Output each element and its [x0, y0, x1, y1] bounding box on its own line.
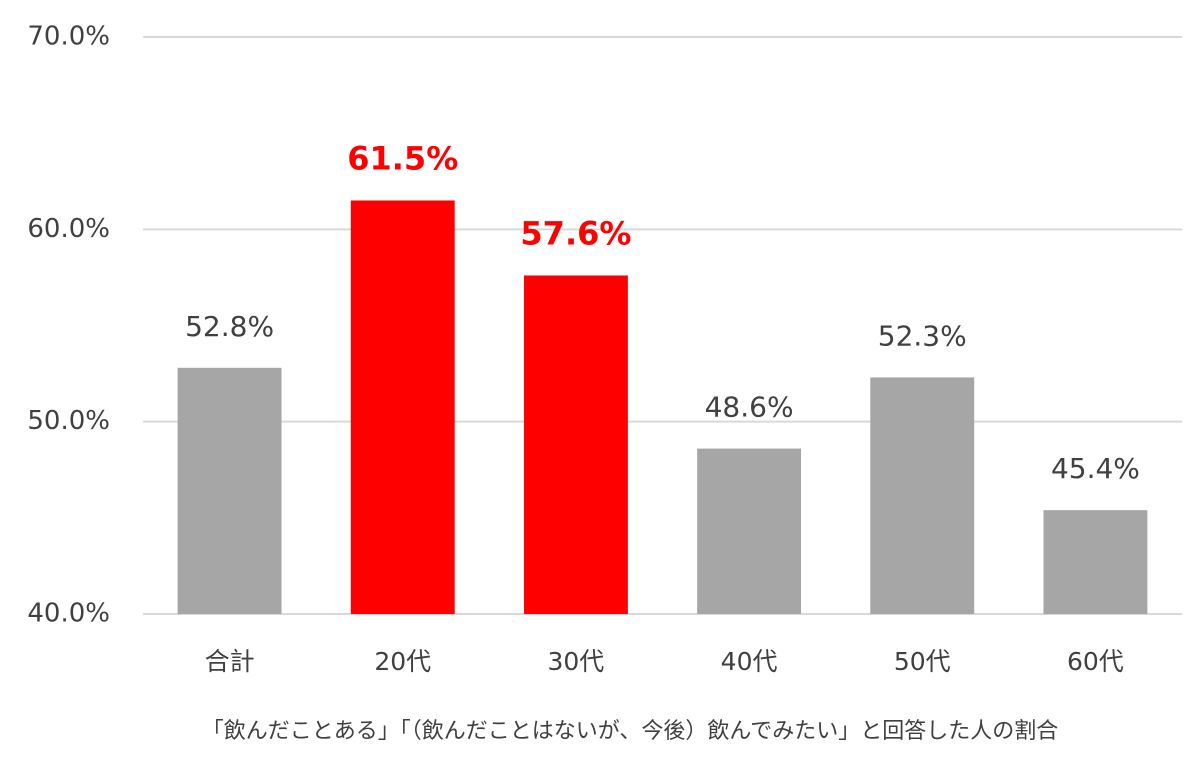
value-label: 57.6%	[520, 214, 631, 252]
x-tick-label: 60代	[1067, 647, 1124, 676]
value-label: 52.3%	[878, 319, 967, 352]
y-tick-label: 70.0%	[27, 22, 110, 52]
y-tick-label: 50.0%	[27, 406, 110, 436]
x-tick-label: 合計	[205, 647, 255, 676]
y-tick-label: 40.0%	[27, 599, 110, 629]
x-tick-label: 30代	[548, 647, 605, 676]
bar	[1043, 510, 1148, 614]
x-axis-label: 「飲んだことある」「（飲んだことはないが、今後）飲んでみたい」と回答した人の割合	[202, 719, 1058, 744]
value-label: 61.5%	[347, 139, 458, 177]
bar	[697, 448, 802, 614]
bar	[870, 377, 975, 614]
value-label: 52.8%	[185, 310, 274, 343]
bar	[350, 200, 455, 614]
x-tick-label: 40代	[721, 647, 778, 676]
x-tick-label: 50代	[894, 647, 951, 676]
value-label: 45.4%	[1051, 452, 1140, 485]
value-label: 48.6%	[705, 391, 794, 424]
x-tick-label: 20代	[374, 647, 431, 676]
bar	[523, 275, 628, 614]
y-tick-label: 60.0%	[27, 214, 110, 244]
bar	[177, 367, 282, 614]
